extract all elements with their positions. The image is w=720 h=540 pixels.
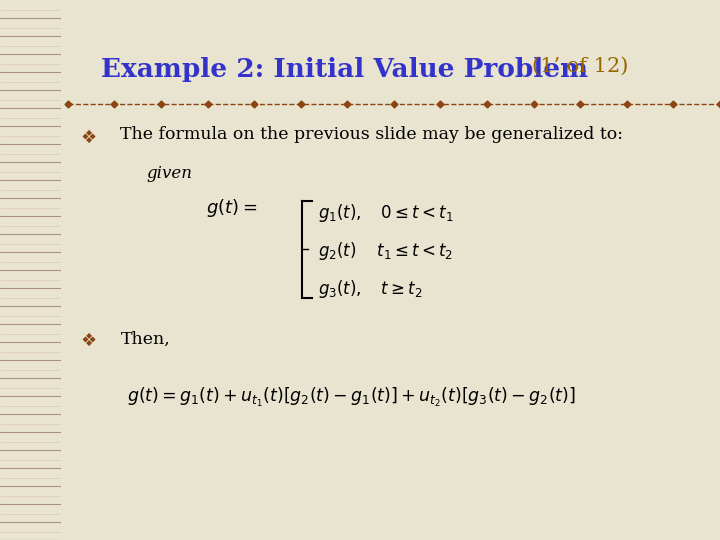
Text: ❖: ❖ [81, 332, 97, 350]
Text: Example 2: Initial Value Problem: Example 2: Initial Value Problem [101, 57, 588, 82]
Text: Then,: Then, [120, 330, 170, 347]
Text: $g(t) = g_1(t) + u_{t_1}(t)[g_2(t) - g_1(t)] + u_{t_2}(t)[g_3(t) - g_2(t)]$: $g(t) = g_1(t) + u_{t_1}(t)[g_2(t) - g_1… [127, 386, 576, 409]
Text: $g_1(t),\quad 0 \leq t < t_1$: $g_1(t),\quad 0 \leq t < t_1$ [318, 202, 454, 225]
Text: $g_2(t)\quad\; t_1 \leq t < t_2$: $g_2(t)\quad\; t_1 \leq t < t_2$ [318, 240, 454, 262]
Text: $g(t) =$: $g(t) =$ [206, 197, 257, 219]
Text: (1’ of 12): (1’ of 12) [532, 57, 629, 76]
Text: The formula on the previous slide may be generalized to:: The formula on the previous slide may be… [120, 126, 624, 143]
Text: ❖: ❖ [81, 129, 97, 146]
Text: $g_3(t),\quad t \geq t_2$: $g_3(t),\quad t \geq t_2$ [318, 278, 423, 300]
Text: given: given [147, 165, 193, 181]
